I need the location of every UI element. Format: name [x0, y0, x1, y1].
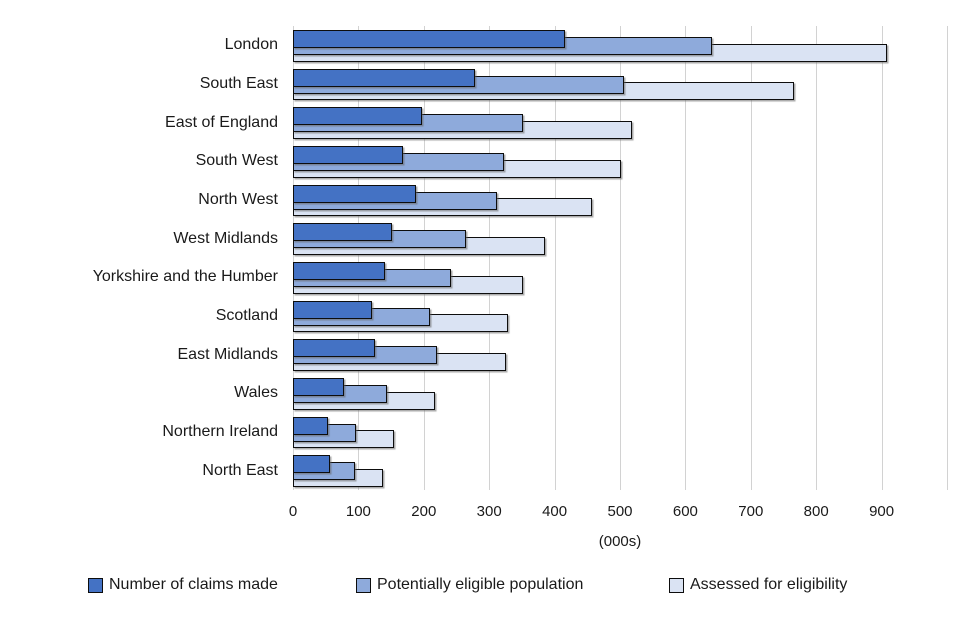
x-tick-600: 600 — [672, 503, 698, 520]
gridline — [358, 26, 360, 490]
category-label-yorkshire-and-the-humber: Yorkshire and the Humber — [92, 268, 278, 286]
legend-swatch-icon — [669, 577, 684, 593]
bar-scotland-number-of-claims-made — [293, 300, 373, 319]
x-tick-100: 100 — [345, 503, 371, 520]
gridline — [947, 26, 948, 490]
bar-south-east-number-of-claims-made — [293, 68, 475, 87]
category-label-south-west: South West — [195, 152, 278, 170]
gridline — [489, 26, 491, 490]
legend-label: Potentially eligible population — [377, 576, 584, 593]
legend-item-assessed-for-eligibility: Assessed for eligibility — [669, 576, 847, 594]
x-tick-0: 0 — [288, 503, 298, 520]
gridline — [423, 26, 425, 490]
legend-swatch-icon — [356, 577, 371, 593]
legend-label: Number of claims made — [109, 576, 278, 593]
bar-east-midlands-number-of-claims-made — [293, 339, 375, 358]
category-label-scotland: Scotland — [215, 307, 278, 324]
bar-north-west-number-of-claims-made — [293, 184, 416, 203]
gridline — [554, 26, 556, 490]
gridline — [881, 26, 883, 490]
category-label-northern-ireland: Northern Ireland — [162, 423, 278, 440]
legend-item-potentially-eligible-population: Potentially eligible population — [356, 576, 583, 594]
bar-east-of-england-number-of-claims-made — [293, 107, 422, 126]
bar-northern-ireland-number-of-claims-made — [293, 416, 329, 435]
x-tick-200: 200 — [411, 503, 437, 520]
legend: Number of claims made Potentially eligibl… — [0, 576, 960, 600]
legend-swatch-icon — [88, 577, 103, 593]
plot-area — [293, 26, 951, 490]
category-label-south-east: South East — [199, 75, 278, 92]
category-label-east-of-england: East of England — [165, 113, 278, 131]
category-label-north-east: North East — [202, 461, 278, 479]
gridline — [816, 26, 818, 490]
gridline — [620, 26, 621, 490]
bar-london-number-of-claims-made — [293, 30, 566, 48]
category-label-east-midlands: East Midlands — [177, 345, 279, 363]
bar-south-west-number-of-claims-made — [293, 146, 403, 164]
gridline — [685, 26, 687, 490]
x-tick-400: 400 — [542, 503, 568, 520]
bar-wales-number-of-claims-made — [293, 378, 345, 396]
legend-item-number-of-claims-made: Number of claims made — [88, 576, 278, 594]
category-label-north-west: North West — [198, 191, 278, 208]
bar-yorkshire-and-the-humber-number-of-claims-made — [293, 262, 386, 280]
bar-north-east-number-of-claims-made — [293, 455, 331, 474]
x-tick-900: 900 — [869, 503, 895, 520]
y-axis-line — [293, 26, 294, 490]
x-tick-500: 500 — [607, 503, 633, 520]
category-label-west-midlands: West Midlands — [173, 229, 278, 247]
x-axis-title: (000s) — [598, 533, 642, 550]
x-tick-700: 700 — [738, 503, 764, 520]
legend-label: Assessed for eligibility — [690, 576, 848, 593]
category-label-wales: Wales — [234, 384, 278, 402]
bar-west-midlands-number-of-claims-made — [293, 223, 393, 242]
x-tick-300: 300 — [476, 503, 502, 520]
gridline — [750, 26, 752, 490]
x-tick-800: 800 — [803, 503, 829, 520]
category-label-london: London — [224, 36, 278, 54]
